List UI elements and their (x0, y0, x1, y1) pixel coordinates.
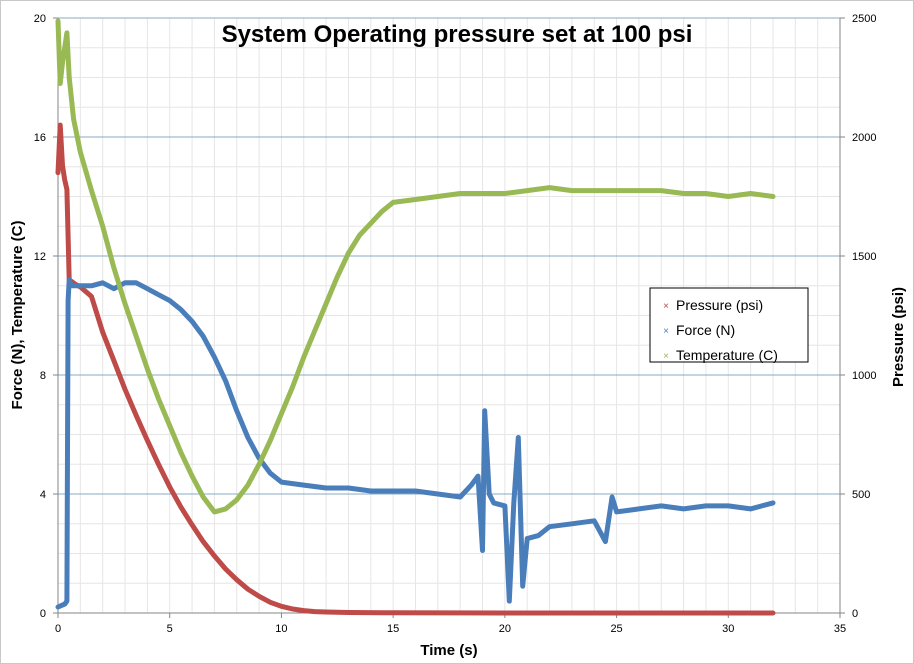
legend-marker: × (663, 301, 669, 312)
tick-labels: 0 5 10 15 20 25 30 35 0 4 8 12 16 20 0 500 1000 1500 2000 2… (34, 13, 877, 635)
y-axis-title-left: Force (N), Temperature (C) (9, 221, 26, 410)
x-tick-label: 5 (167, 623, 173, 635)
y-right-tick-label: 1000 (852, 370, 876, 382)
x-tick-label: 25 (610, 623, 622, 635)
y-right-tick-label: 2000 (852, 132, 876, 144)
legend-box (649, 287, 809, 363)
series-layer (55, 18, 776, 616)
y-right-tick-label: 500 (852, 489, 870, 501)
legend: × Pressure (psi) × Force (N) × Temperature (C… (649, 287, 809, 363)
legend-marker: × (663, 351, 669, 362)
x-tick-label: 10 (275, 623, 287, 635)
y-right-tick-label: 0 (852, 608, 858, 620)
y-left-tick-label: 12 (34, 251, 46, 263)
x-axis-title: Time (s) (420, 642, 477, 659)
gridlines (58, 17, 841, 613)
x-tick-label: 20 (499, 623, 511, 635)
x-tick-label: 15 (387, 623, 399, 635)
y-right-tick-label: 2500 (852, 13, 876, 25)
legend-label: Force (N) (676, 322, 735, 338)
y-left-tick-label: 0 (40, 608, 46, 620)
y-left-tick-label: 20 (34, 13, 46, 25)
chart-title: System Operating pressure set at 100 psi (222, 21, 693, 48)
y-left-tick-label: 16 (34, 132, 46, 144)
legend-label: Pressure (psi) (676, 297, 763, 313)
y-axis-title-right: Pressure (psi) (890, 287, 907, 387)
y-right-tick-label: 1500 (852, 251, 876, 263)
y-left-tick-label: 8 (40, 370, 46, 382)
x-tick-label: 30 (722, 623, 734, 635)
x-tick-label: 35 (834, 623, 846, 635)
y-left-tick-label: 4 (40, 489, 46, 501)
legend-marker: × (663, 326, 669, 337)
legend-label: Temperature (C) (676, 347, 778, 363)
series-line-temperature-c (55, 18, 776, 515)
x-tick-label: 0 (55, 623, 61, 635)
